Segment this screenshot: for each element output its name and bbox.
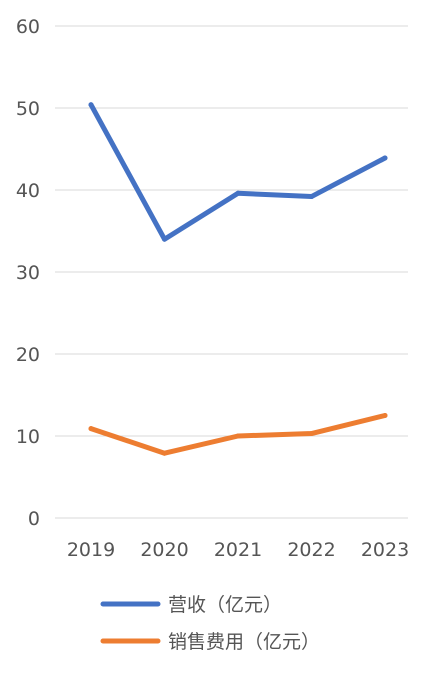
data-point (162, 450, 167, 456)
legend-item-sales-expense: 销售费用（亿元） (100, 631, 320, 653)
legend-label-sales-expense: 销售费用（亿元） (168, 631, 320, 653)
data-point (162, 236, 167, 242)
legend: 营收（亿元） 销售费用（亿元） (100, 594, 320, 653)
y-tick-label: 10 (16, 426, 40, 448)
legend-label-revenue: 营收（亿元） (168, 594, 282, 616)
data-point (309, 431, 314, 437)
gridlines (55, 25, 408, 519)
y-tick-label: 20 (16, 344, 40, 366)
data-point (88, 102, 94, 108)
series-line-revenue (88, 102, 388, 242)
data-point (235, 190, 241, 196)
y-tick-label: 60 (16, 16, 40, 38)
x-tick-label: 2019 (67, 539, 115, 561)
series-lines (88, 102, 388, 456)
data-point (382, 155, 388, 161)
data-point (382, 413, 388, 418)
data-point (309, 194, 314, 200)
y-tick-label: 30 (16, 262, 40, 284)
legend-item-revenue: 营收（亿元） (100, 594, 282, 616)
x-tick-label: 2022 (287, 539, 335, 561)
y-tick-label: 50 (16, 98, 40, 120)
x-axis-ticks: 2019 2020 2021 2022 2023 (67, 539, 409, 561)
x-tick-label: 2020 (140, 539, 188, 561)
data-point (88, 426, 94, 432)
x-tick-label: 2021 (214, 539, 262, 561)
y-axis-ticks: 0 10 20 30 40 50 60 (16, 16, 40, 530)
x-tick-label: 2023 (361, 539, 409, 561)
y-tick-label: 0 (28, 508, 40, 530)
data-point (235, 433, 241, 439)
y-tick-label: 40 (16, 180, 40, 202)
